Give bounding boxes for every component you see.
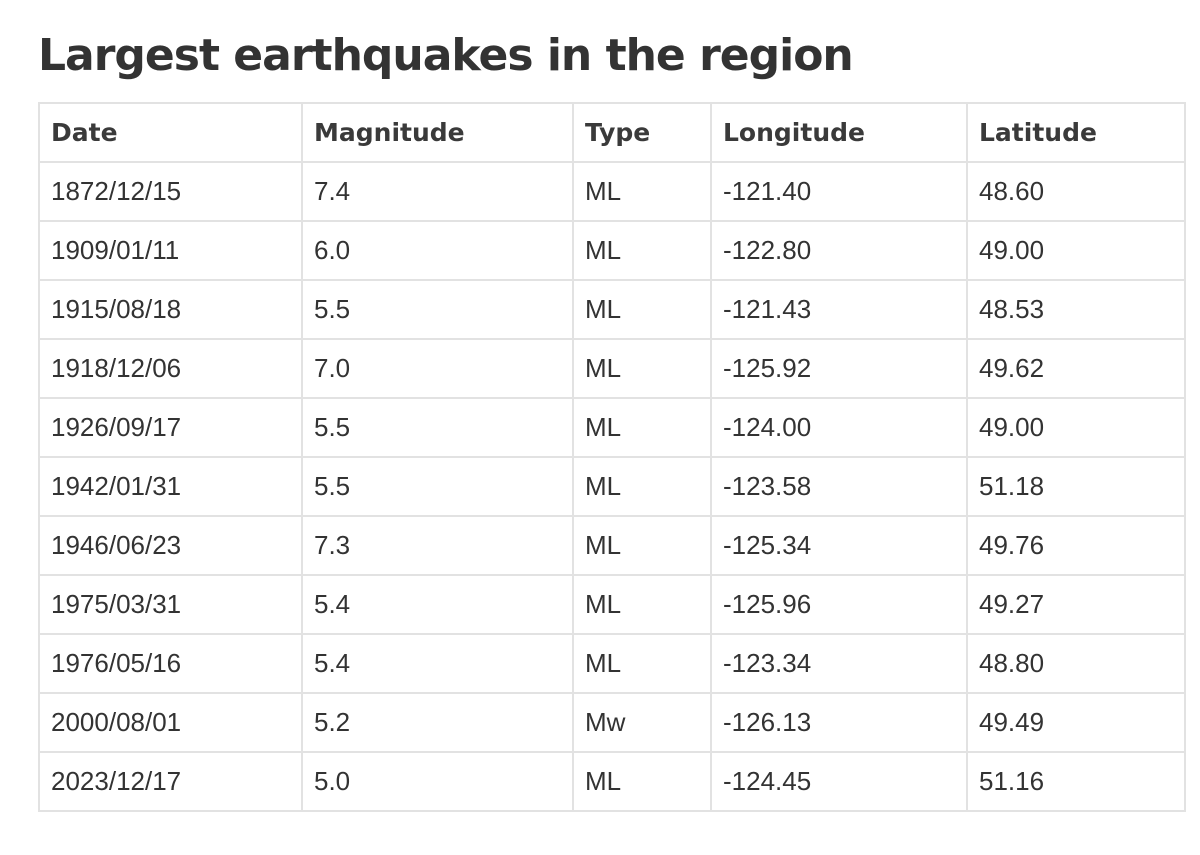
cell-date: 1976/05/16: [38, 633, 303, 694]
cell-magnitude: 5.0: [301, 751, 574, 812]
cell-type: ML: [572, 456, 712, 517]
cell-date: 1915/08/18: [38, 279, 303, 340]
cell-magnitude: 5.2: [301, 692, 574, 753]
cell-type: ML: [572, 161, 712, 222]
cell-type: Mw: [572, 692, 712, 753]
cell-longitude: -121.43: [710, 279, 968, 340]
cell-latitude: 49.27: [966, 574, 1186, 635]
cell-longitude: -124.00: [710, 397, 968, 458]
column-header-date: Date: [38, 102, 303, 163]
table-row: 1975/03/31 5.4 ML -125.96 49.27: [38, 574, 1186, 635]
cell-latitude: 48.53: [966, 279, 1186, 340]
cell-magnitude: 6.0: [301, 220, 574, 281]
table-row: 1942/01/31 5.5 ML -123.58 51.18: [38, 456, 1186, 517]
cell-date: 2023/12/17: [38, 751, 303, 812]
cell-magnitude: 5.4: [301, 574, 574, 635]
table-row: 2023/12/17 5.0 ML -124.45 51.16: [38, 751, 1186, 812]
cell-latitude: 48.80: [966, 633, 1186, 694]
cell-longitude: -122.80: [710, 220, 968, 281]
cell-latitude: 49.00: [966, 220, 1186, 281]
cell-type: ML: [572, 574, 712, 635]
cell-type: ML: [572, 633, 712, 694]
page-title: Largest earthquakes in the region: [38, 30, 854, 81]
column-header-magnitude: Magnitude: [301, 102, 574, 163]
cell-magnitude: 5.4: [301, 633, 574, 694]
table-body: 1872/12/15 7.4 ML -121.40 48.60 1909/01/11 6.0…: [38, 161, 1186, 812]
table-row: 1918/12/06 7.0 ML -125.92 49.62: [38, 338, 1186, 399]
table-header-row: Date Magnitude Type Longitude Latitude: [38, 102, 1186, 163]
cell-magnitude: 7.3: [301, 515, 574, 576]
table-header: Date Magnitude Type Longitude Latitude: [38, 102, 1186, 163]
cell-date: 1909/01/11: [38, 220, 303, 281]
cell-latitude: 49.49: [966, 692, 1186, 753]
cell-type: ML: [572, 220, 712, 281]
cell-date: 2000/08/01: [38, 692, 303, 753]
cell-magnitude: 7.4: [301, 161, 574, 222]
cell-latitude: 51.18: [966, 456, 1186, 517]
cell-longitude: -124.45: [710, 751, 968, 812]
cell-longitude: -125.96: [710, 574, 968, 635]
cell-latitude: 49.62: [966, 338, 1186, 399]
cell-longitude: -123.34: [710, 633, 968, 694]
table-row: 1976/05/16 5.4 ML -123.34 48.80: [38, 633, 1186, 694]
cell-magnitude: 5.5: [301, 279, 574, 340]
cell-latitude: 48.60: [966, 161, 1186, 222]
cell-type: ML: [572, 515, 712, 576]
cell-date: 1918/12/06: [38, 338, 303, 399]
table-row: 2000/08/01 5.2 Mw -126.13 49.49: [38, 692, 1186, 753]
column-header-latitude: Latitude: [966, 102, 1186, 163]
cell-type: ML: [572, 397, 712, 458]
table-row: 1909/01/11 6.0 ML -122.80 49.00: [38, 220, 1186, 281]
cell-date: 1942/01/31: [38, 456, 303, 517]
column-header-type: Type: [572, 102, 712, 163]
cell-magnitude: 5.5: [301, 456, 574, 517]
cell-type: ML: [572, 279, 712, 340]
cell-date: 1926/09/17: [38, 397, 303, 458]
cell-date: 1975/03/31: [38, 574, 303, 635]
cell-longitude: -125.92: [710, 338, 968, 399]
cell-type: ML: [572, 338, 712, 399]
table-row: 1872/12/15 7.4 ML -121.40 48.60: [38, 161, 1186, 222]
cell-longitude: -126.13: [710, 692, 968, 753]
cell-longitude: -123.58: [710, 456, 968, 517]
cell-type: ML: [572, 751, 712, 812]
cell-longitude: -121.40: [710, 161, 968, 222]
table-row: 1946/06/23 7.3 ML -125.34 49.76: [38, 515, 1186, 576]
column-header-longitude: Longitude: [710, 102, 968, 163]
cell-latitude: 49.76: [966, 515, 1186, 576]
earthquakes-table: Date Magnitude Type Longitude Latitude 1872/…: [38, 102, 1186, 812]
cell-magnitude: 7.0: [301, 338, 574, 399]
cell-longitude: -125.34: [710, 515, 968, 576]
cell-date: 1946/06/23: [38, 515, 303, 576]
table-row: 1915/08/18 5.5 ML -121.43 48.53: [38, 279, 1186, 340]
cell-magnitude: 5.5: [301, 397, 574, 458]
cell-latitude: 49.00: [966, 397, 1186, 458]
table-row: 1926/09/17 5.5 ML -124.00 49.00: [38, 397, 1186, 458]
cell-latitude: 51.16: [966, 751, 1186, 812]
cell-date: 1872/12/15: [38, 161, 303, 222]
